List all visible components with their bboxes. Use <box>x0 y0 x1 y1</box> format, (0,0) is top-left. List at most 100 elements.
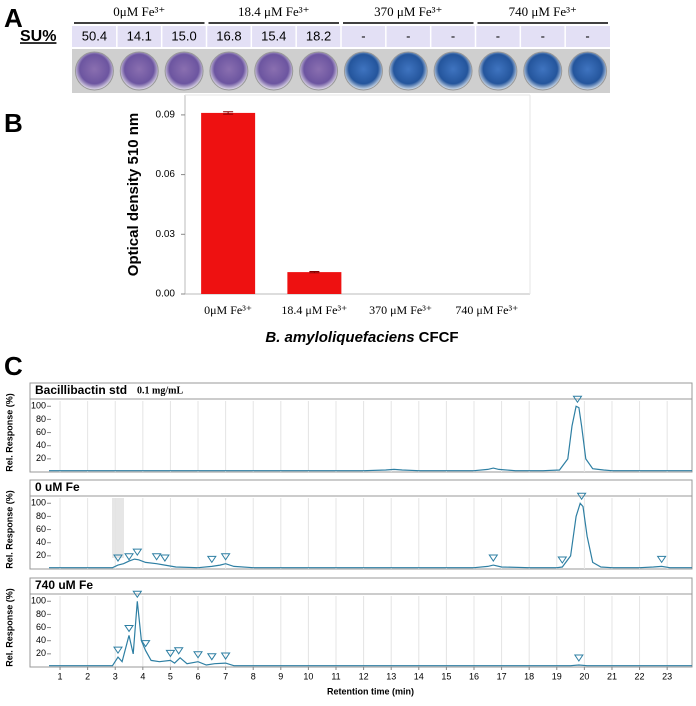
well <box>478 51 518 91</box>
su-value: - <box>361 28 365 43</box>
x-axis-label-part: CFCF <box>419 329 459 346</box>
well <box>433 51 473 91</box>
y-tick-label: 100 <box>31 401 46 411</box>
panel-label: B <box>4 108 23 138</box>
peak-marker <box>206 555 217 564</box>
peak-marker <box>151 553 162 561</box>
row-label: SU% <box>20 28 56 45</box>
y-tick-label: 0.03 <box>156 229 176 240</box>
x-tick-label: 15 <box>441 671 451 681</box>
peak-marker <box>220 553 231 561</box>
x-tick-label: 19 <box>552 671 562 681</box>
subplot-frame <box>29 479 693 570</box>
trace <box>49 502 692 569</box>
bar <box>287 272 342 294</box>
su-value: 15.0 <box>171 28 196 43</box>
x-tick-label: 14 <box>414 671 424 681</box>
x-tick-label: 18.4 μM Fe³⁺ <box>281 303 347 317</box>
su-value: 18.2 <box>306 28 331 43</box>
group-header: 740 μM Fe³⁺ <box>509 4 577 19</box>
su-value: - <box>406 28 410 43</box>
peak-marker <box>193 651 203 659</box>
bar <box>201 112 256 294</box>
x-tick-label: 7 <box>223 671 228 681</box>
peak-marker <box>140 640 151 648</box>
x-tick-label: 6 <box>196 671 201 681</box>
peak-marker <box>573 654 584 662</box>
x-tick-label: 18 <box>524 671 534 681</box>
y-tick-label: 80 <box>36 414 46 424</box>
x-tick-label: 8 <box>251 671 256 681</box>
peak-marker <box>557 556 568 564</box>
su-value: - <box>496 28 500 43</box>
x-tick-label: 4 <box>140 671 145 681</box>
x-tick-label: 3 <box>113 671 118 681</box>
y-tick-label: 80 <box>36 511 46 521</box>
su-value: - <box>541 28 545 43</box>
well <box>74 51 114 91</box>
su-value: - <box>451 28 455 43</box>
y-tick-label: 0.06 <box>156 169 176 180</box>
group-header: 0μM Fe³⁺ <box>113 4 165 19</box>
x-tick-label: 740 μM Fe³⁺ <box>455 303 518 317</box>
peak-marker <box>206 653 217 661</box>
subplot-subtitle: 0.1 mg/mL <box>137 385 183 396</box>
x-tick-label: 2 <box>85 671 90 681</box>
y-axis-label: Rel. Response (%) <box>4 588 14 667</box>
y-tick-label: 20 <box>36 453 46 463</box>
peak-marker <box>113 554 123 562</box>
error-bar <box>309 271 320 274</box>
well <box>568 51 608 91</box>
well <box>388 51 428 91</box>
x-axis-label: Retention time (min) <box>327 686 414 696</box>
x-tick-label: 23 <box>662 671 672 681</box>
y-tick-label: 40 <box>36 537 46 547</box>
su-value: 14.1 <box>127 28 152 43</box>
su-value: 50.4 <box>82 28 107 43</box>
x-tick-label: 10 <box>303 671 313 681</box>
peak-marker <box>124 553 134 561</box>
y-axis-label: Optical density 510 nm <box>125 113 142 276</box>
peak-marker <box>220 652 231 660</box>
x-tick-label: 21 <box>607 671 617 681</box>
well <box>164 51 204 91</box>
x-tick-label: 1 <box>58 671 63 681</box>
trace <box>49 405 692 472</box>
subplot-title: Bacillibactin std <box>35 383 127 397</box>
x-tick-label: 9 <box>278 671 283 681</box>
well <box>209 51 249 91</box>
su-value: - <box>585 28 589 43</box>
x-tick-label: 13 <box>386 671 396 681</box>
y-tick-label: 0.09 <box>156 110 176 121</box>
su-value: 16.8 <box>216 28 241 43</box>
group-header: 18.4 μM Fe³⁺ <box>238 4 310 19</box>
x-tick-label: 17 <box>497 671 507 681</box>
y-axis-label: Rel. Response (%) <box>4 490 14 569</box>
peak-marker <box>572 395 583 404</box>
y-tick-label: 60 <box>36 622 46 632</box>
highlight-band <box>112 498 124 558</box>
subplot-frame <box>29 382 693 473</box>
y-tick-label: 20 <box>36 550 46 560</box>
well <box>119 51 159 91</box>
peak-marker <box>132 548 143 557</box>
y-axis-label: Rel. Response (%) <box>4 393 14 472</box>
group-header: 370 μM Fe³⁺ <box>374 4 442 19</box>
peak-marker <box>656 555 667 564</box>
y-tick-label: 0.00 <box>156 289 176 300</box>
panel-label: C <box>4 351 23 381</box>
x-tick-label: 12 <box>359 671 369 681</box>
peak-marker <box>159 554 170 562</box>
subplot-title: 0 uM Fe <box>35 480 80 494</box>
y-tick-label: 80 <box>36 609 46 619</box>
x-tick-label: 16 <box>469 671 479 681</box>
x-tick-label: 370 μM Fe³⁺ <box>369 303 432 317</box>
peak-marker <box>113 646 123 655</box>
peak-marker <box>165 649 176 658</box>
peak-marker <box>488 554 499 562</box>
y-tick-label: 60 <box>36 524 46 534</box>
well <box>523 51 563 91</box>
x-tick-label: 0μM Fe³⁺ <box>204 303 252 317</box>
error-bar <box>223 111 234 115</box>
